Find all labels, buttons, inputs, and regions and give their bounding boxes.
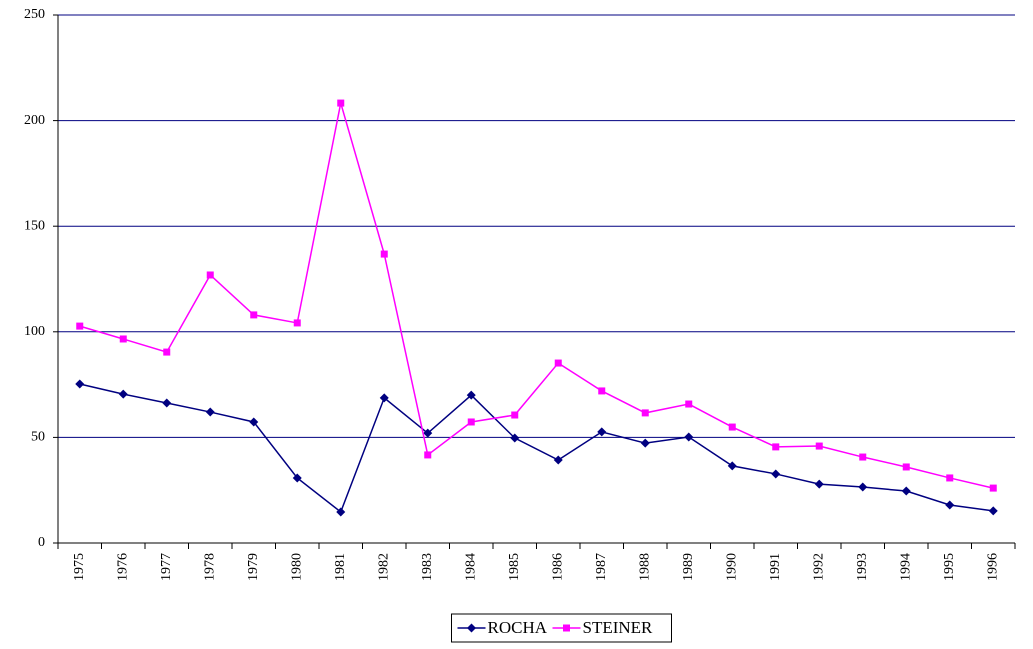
legend: ROCHA STEINER — [451, 613, 672, 643]
data-point — [380, 250, 388, 258]
y-tick-label: 50 — [31, 430, 45, 445]
data-point — [292, 473, 302, 483]
data-point — [727, 461, 737, 471]
data-point — [511, 411, 519, 419]
x-tick-label: 1977 — [159, 553, 174, 581]
data-point — [814, 479, 824, 489]
data-point — [684, 432, 694, 442]
y-tick-label: 200 — [24, 113, 45, 128]
y-tick-label: 0 — [38, 535, 45, 550]
data-point — [119, 335, 127, 343]
series-line — [79, 102, 994, 489]
y-tick-label: 250 — [24, 7, 45, 22]
data-point — [901, 486, 911, 496]
data-point — [772, 443, 780, 451]
data-point — [75, 379, 85, 389]
data-point — [554, 359, 562, 367]
data-point — [597, 427, 607, 437]
data-point — [466, 390, 476, 400]
data-point — [640, 438, 650, 448]
legend-marker — [467, 623, 476, 633]
data-point — [598, 387, 606, 395]
data-point — [250, 311, 258, 319]
x-tick-label: 1979 — [246, 553, 261, 581]
x-tick-label: 1988 — [637, 553, 652, 581]
x-tick-label: 1984 — [463, 553, 478, 581]
data-point — [641, 409, 649, 417]
x-tick-label: 1976 — [115, 553, 130, 581]
data-point — [685, 400, 693, 408]
data-point — [162, 398, 172, 408]
x-tick-label: 1989 — [681, 553, 696, 581]
y-tick-label: 100 — [24, 324, 45, 339]
data-point — [293, 319, 301, 327]
data-point — [467, 418, 475, 426]
x-tick-label: 1986 — [550, 553, 565, 581]
data-point — [859, 453, 867, 461]
data-point — [858, 482, 868, 492]
data-point — [553, 455, 563, 465]
x-tick-label: 1975 — [72, 553, 87, 581]
x-tick-label: 1980 — [289, 553, 304, 581]
data-point — [946, 474, 954, 482]
legend-label: ROCHA — [488, 618, 548, 637]
data-point — [945, 500, 955, 510]
data-point — [163, 348, 171, 356]
x-tick-label: 1985 — [507, 553, 522, 581]
series-line — [79, 383, 994, 514]
data-point — [423, 428, 433, 438]
data-point — [249, 417, 259, 427]
x-tick-label: 1978 — [202, 553, 217, 581]
x-tick-label: 1983 — [420, 553, 435, 581]
x-tick-label: 1981 — [333, 553, 348, 581]
data-point — [424, 451, 432, 459]
x-tick-label: 1992 — [811, 553, 826, 581]
data-point — [988, 506, 998, 516]
x-tick-label: 1993 — [855, 553, 870, 581]
data-point — [379, 393, 389, 403]
data-point — [902, 463, 910, 471]
x-tick-label: 1982 — [376, 553, 391, 581]
data-point — [771, 469, 781, 479]
x-tick-label: 1987 — [594, 553, 609, 581]
data-point — [510, 433, 520, 443]
data-point — [336, 507, 346, 517]
data-point — [205, 407, 215, 417]
x-tick-label: 1990 — [724, 553, 739, 581]
x-tick-label: 1996 — [985, 553, 1000, 581]
data-point — [989, 484, 997, 492]
legend-marker — [563, 624, 570, 632]
legend-label: STEINER — [583, 618, 654, 637]
data-point — [118, 389, 128, 399]
data-point — [206, 271, 214, 279]
x-tick-label: 1994 — [898, 553, 913, 581]
data-point — [728, 423, 736, 431]
data-point — [337, 99, 345, 107]
data-point — [815, 442, 823, 450]
x-tick-label: 1995 — [942, 553, 957, 581]
x-tick-label: 1991 — [768, 553, 783, 581]
data-point — [76, 322, 84, 330]
y-tick-label: 150 — [24, 218, 45, 233]
